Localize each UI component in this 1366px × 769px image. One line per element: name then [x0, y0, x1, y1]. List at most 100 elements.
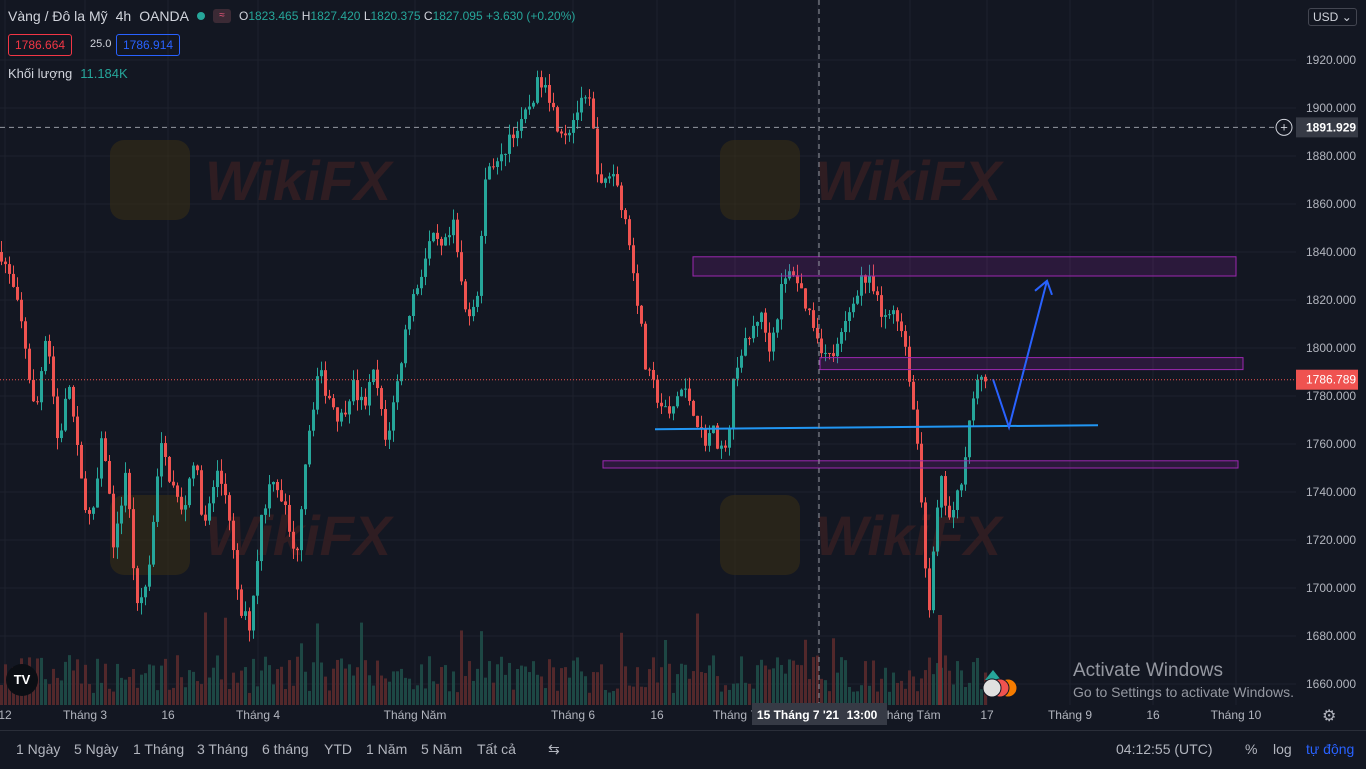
candle-body [256, 561, 259, 596]
volume-bar [732, 683, 735, 705]
volume-bar [148, 664, 151, 705]
log-toggle[interactable]: log [1273, 741, 1292, 757]
volume-bar [512, 689, 515, 705]
percent-toggle[interactable]: % [1245, 741, 1258, 757]
volume-bar [832, 638, 835, 705]
candle-body [384, 409, 387, 440]
range-1y-button[interactable]: 1 Năm [366, 741, 408, 757]
candle-body [912, 381, 915, 410]
volume-bar [404, 677, 407, 705]
volume-bar [938, 615, 942, 705]
candle-body [308, 430, 311, 465]
volume-bar [156, 690, 159, 705]
candle-body [516, 130, 519, 139]
bid-price-button[interactable]: 1786.664 [8, 34, 73, 56]
volume-bar [160, 665, 163, 705]
candle-body [8, 264, 11, 274]
volume-bar [688, 678, 691, 705]
candle-body [208, 503, 211, 521]
candle-body [124, 472, 127, 506]
volume-bar [68, 655, 71, 705]
candle-body [304, 464, 307, 510]
range-5d-button[interactable]: 5 Ngày [74, 741, 119, 757]
range-6m-button[interactable]: 6 tháng [262, 741, 309, 757]
volume-bar [880, 678, 883, 705]
volume-bar [376, 660, 379, 705]
range-3m-button[interactable]: 3 Tháng [197, 741, 249, 757]
candle-body [372, 369, 375, 383]
date-range-icon[interactable]: ⇆ [548, 741, 560, 757]
volume-bar [664, 639, 667, 705]
candle-body [860, 275, 863, 296]
volume-bar [768, 669, 771, 705]
volume-bar [104, 663, 107, 705]
volume-bar [800, 665, 803, 705]
volume-bar [980, 689, 983, 705]
volume-bar [344, 668, 347, 705]
range-1m-button[interactable]: 1 Tháng [133, 741, 185, 757]
candle-body [252, 595, 255, 631]
interval-label[interactable]: 4h [115, 8, 132, 24]
candle-body [140, 597, 143, 604]
candle-body [380, 388, 383, 410]
volume-bar [640, 686, 643, 705]
range-1d-button[interactable]: 1 Ngày [16, 741, 61, 757]
price-tick-label: 1800.000 [1306, 341, 1356, 355]
volume-bar [268, 665, 271, 705]
currency-dropdown[interactable]: USD ⌄ [1308, 8, 1357, 26]
volume-bar [392, 671, 395, 705]
activate-title: Activate Windows [1073, 660, 1223, 681]
volume-bar [756, 665, 759, 705]
volume-bar [128, 676, 131, 705]
candle-body [552, 102, 555, 108]
auto-scale-toggle[interactable]: tự động [1306, 741, 1355, 757]
candle-body [716, 425, 719, 449]
candle-body [588, 97, 591, 99]
volume-bar [420, 664, 423, 705]
candle-body [36, 401, 39, 403]
volume-bar [44, 679, 47, 705]
candle-body [560, 131, 563, 134]
volume-bar [216, 655, 219, 705]
volume-bar [964, 687, 967, 705]
volume-bar [4, 664, 7, 705]
volume-value: 11.184K [80, 66, 128, 81]
candle-body [100, 438, 103, 479]
volume-bar [368, 675, 371, 705]
volume-bar [784, 673, 787, 705]
range-all-button[interactable]: Tất cả [477, 741, 516, 757]
candle-body [216, 470, 219, 488]
price-tick-label: 1880.000 [1306, 149, 1356, 163]
gear-icon[interactable]: ⚙ [1322, 708, 1337, 725]
candle-body [828, 352, 831, 354]
candle-body [648, 369, 651, 371]
candle-body [280, 490, 283, 502]
crosshair-price-label: 1891.929 [1306, 120, 1356, 134]
wave-icon: ≈ [212, 9, 231, 23]
volume-bar [120, 677, 123, 705]
symbol-name[interactable]: Vàng / Đô la Mỹ [8, 8, 108, 24]
range-ytd-button[interactable]: YTD [324, 741, 352, 757]
volume-bar [140, 674, 143, 705]
candle-body [668, 406, 671, 414]
volume-bar [468, 661, 471, 705]
volume-bar [440, 667, 443, 705]
volume-bar [172, 687, 175, 705]
time-tick-label: Tháng 6 [551, 708, 595, 722]
volume-bar [380, 675, 383, 705]
utc-clock[interactable]: 04:12:55 (UTC) [1116, 741, 1213, 757]
activate-subtitle: Go to Settings to activate Windows. [1073, 684, 1294, 700]
volume-bars [0, 612, 987, 705]
volume-bar [812, 657, 815, 705]
candle-body [884, 315, 887, 317]
volume-bar [644, 687, 647, 705]
volume-bar [452, 671, 455, 705]
range-5y-button[interactable]: 5 Năm [421, 741, 463, 757]
tradingview-logo-icon[interactable]: TV [6, 664, 38, 696]
candle-body [936, 507, 939, 552]
volume-bar [956, 661, 959, 705]
plus-icon: + [1280, 119, 1288, 134]
ask-price-button[interactable]: 1786.914 [116, 34, 181, 56]
volume-bar [780, 664, 783, 705]
